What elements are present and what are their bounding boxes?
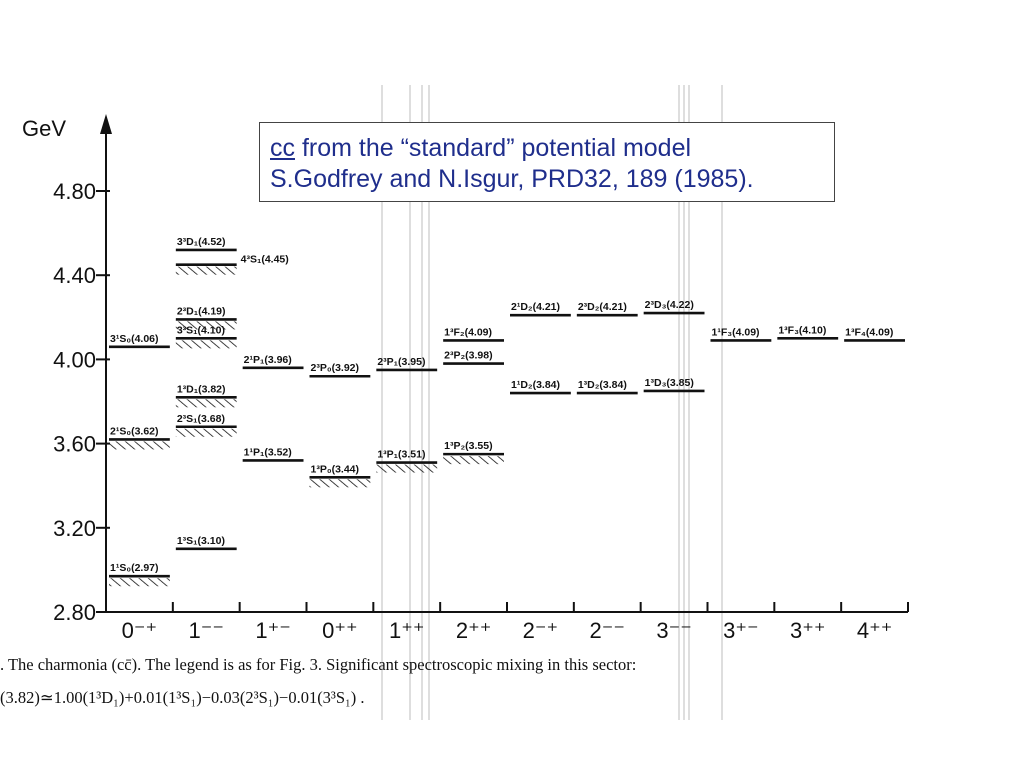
level-label: 2¹S₀(3.62)	[110, 425, 159, 437]
y-axis-arrow	[100, 114, 112, 134]
y-tick-label: 4.00	[53, 347, 96, 372]
level-label: 1¹S₀(2.97)	[110, 562, 159, 574]
level-label: 1³P₀(3.44)	[311, 463, 360, 475]
levels: 1¹S₀(2.97) 2¹S₀(3.62) 3¹S₀(4.06) 1³S₁(3.10)…	[109, 236, 905, 587]
x-tick-label: 3⁺⁺	[790, 618, 825, 643]
y-tick-label: 3.60	[53, 432, 96, 457]
x-tick-label: 2⁻⁻	[590, 618, 625, 643]
level-hatch	[175, 321, 237, 330]
axes: GeV 2.80 3.20 3.60 4.00 4.40 4.80 0⁻⁺ 1⁻⁻ 1⁺⁻ 0⁺⁺ 1…	[22, 114, 909, 643]
level-label: 1³S₁(3.10)	[177, 535, 225, 547]
x-tick-label: 4⁺⁺	[857, 618, 892, 643]
level-label: 1³D₁(3.82)	[177, 383, 226, 395]
level-label: 4³S₁(4.45)	[241, 254, 289, 266]
y-tick-label: 4.40	[53, 263, 96, 288]
y-tick-label: 2.80	[53, 600, 96, 625]
x-tick-label: 0⁻⁺	[122, 618, 157, 643]
level-label: 1³D₃(3.85)	[645, 377, 694, 389]
level-label: 2¹D₂(4.21)	[511, 301, 560, 313]
x-tick-label: 2⁺⁺	[456, 618, 491, 643]
x-tick-label: 3⁺⁻	[723, 618, 758, 643]
level-label: 1¹F₃(4.09)	[712, 326, 760, 338]
level-hatch	[175, 340, 237, 349]
y-axis-label: GeV	[22, 116, 66, 141]
level-label: 1³D₂(3.84)	[578, 379, 627, 391]
level-label: 2³D₂(4.21)	[578, 301, 627, 313]
level-label: 1³P₂(3.55)	[444, 440, 492, 452]
x-tick-label: 1⁻⁻	[189, 618, 224, 643]
level-hatch	[109, 441, 170, 450]
level-label: 2³P₀(3.92)	[311, 362, 360, 374]
x-tick-label: 0⁺⁺	[322, 618, 357, 643]
note-line-1-text: from the “standard” potential model	[295, 134, 692, 162]
level-hatch	[443, 456, 504, 465]
note-line-2: S.Godfrey and N.Isgur, PRD32, 189 (1985)…	[270, 165, 754, 193]
level-label: 1¹D₂(3.84)	[511, 379, 560, 391]
level-hatch	[109, 578, 170, 587]
x-tick-label: 1⁺⁺	[389, 618, 424, 643]
note-box: cc from the “standard” potential model S…	[259, 122, 835, 202]
level-hatch	[175, 399, 237, 408]
level-hatch	[376, 464, 438, 473]
level-label: 1¹P₁(3.52)	[244, 446, 292, 458]
level-label: 2³D₁(4.19)	[177, 305, 226, 317]
note-line-1: cc from the “standard” potential model	[270, 133, 824, 164]
y-tick-label: 4.80	[53, 179, 96, 204]
cc-symbol: cc	[270, 134, 295, 162]
level-label: 1³P₁(3.51)	[377, 449, 425, 461]
caption-line-1: . The charmonia (cc̄). The legend is as …	[0, 655, 637, 674]
level-label: 3³D₁(4.52)	[177, 236, 226, 248]
x-tick-label: 1⁺⁻	[255, 618, 290, 643]
level-hatch	[309, 479, 371, 488]
level-label: 2¹P₁(3.96)	[244, 354, 292, 366]
level-hatch	[175, 266, 237, 275]
level-label: 1³F₂(4.09)	[444, 326, 492, 338]
x-tick-label: 3⁻⁻	[656, 618, 691, 643]
level-label: 1³F₃(4.10)	[778, 324, 826, 336]
level-label: 2³P₂(3.98)	[444, 350, 492, 362]
level-label: 2³D₃(4.22)	[645, 299, 694, 311]
level-hatch	[175, 428, 237, 437]
level-label: 1³F₄(4.09)	[845, 326, 893, 338]
caption-line-2: (3.82)≃1.00(1³D₁)+0.01(1³S₁)−0.03(2³S₁)−…	[0, 688, 365, 707]
x-tick-label: 2⁻⁺	[523, 618, 558, 643]
level-label: 2³S₁(3.68)	[177, 413, 225, 425]
level-label: 2³P₁(3.95)	[377, 356, 425, 368]
level-label: 3¹S₀(4.06)	[110, 333, 159, 345]
y-tick-label: 3.20	[53, 516, 96, 541]
